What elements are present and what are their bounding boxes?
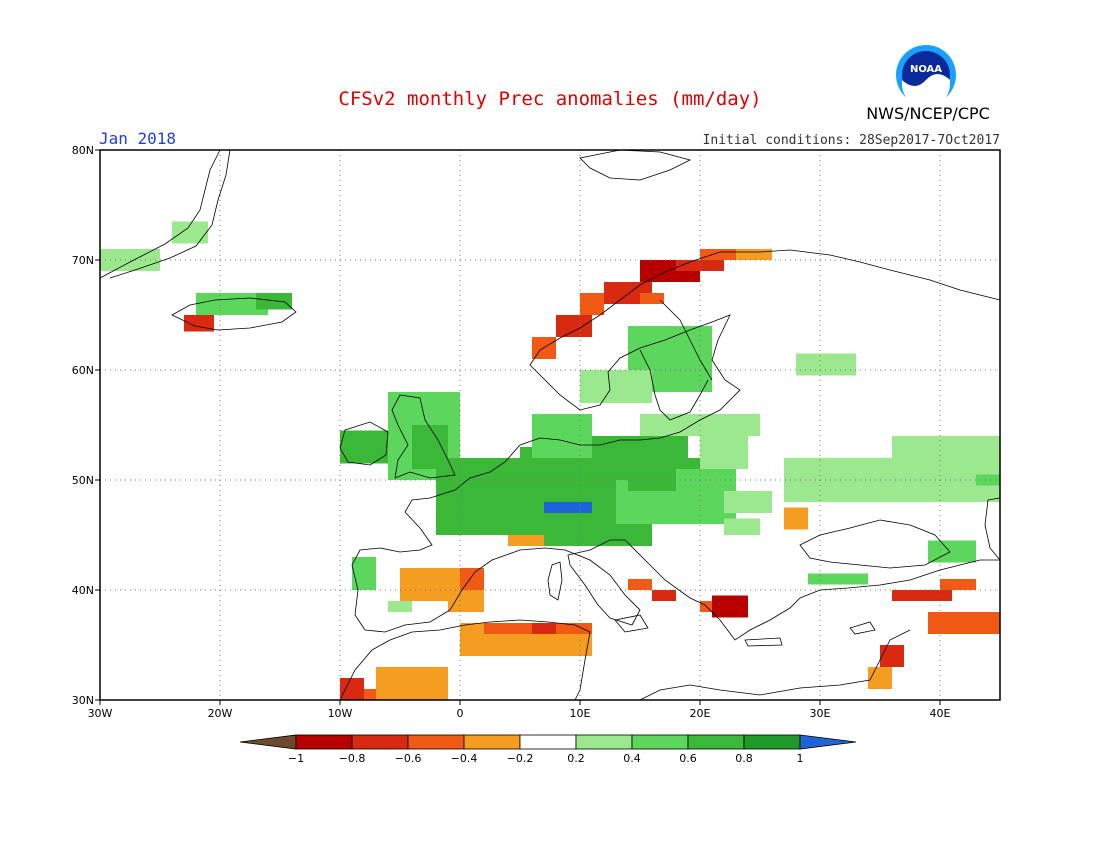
anomaly-cell	[172, 221, 208, 244]
crete-coast	[744, 637, 783, 647]
anomaly-cell	[532, 623, 556, 634]
colorbar-label: 0.4	[623, 752, 641, 765]
logo-text: NOAA	[910, 64, 942, 75]
colorbar-segment	[351, 734, 409, 750]
anomaly-cell	[724, 518, 760, 535]
noaa-logo-icon: NOAA	[896, 45, 956, 106]
colorbar-segment	[743, 734, 801, 750]
colorbar-label: 0.6	[679, 752, 697, 765]
anomaly-cell	[196, 293, 268, 315]
svalbard-coast	[579, 149, 692, 181]
longitude-tick-label: 20E	[690, 707, 711, 720]
colorbar-segment	[295, 734, 353, 750]
longitude-tick-label: 20W	[208, 707, 233, 720]
anomaly-cell	[868, 667, 892, 689]
anomaly-cell	[364, 689, 376, 700]
map-frame	[99, 149, 1001, 701]
anomaly-cell	[340, 430, 388, 464]
latitude-tick-label: 50N	[72, 474, 94, 487]
anomaly-cell	[700, 436, 748, 469]
ireland-coast	[339, 421, 389, 466]
anomaly-cell	[532, 414, 592, 458]
baltic-coast	[639, 349, 709, 421]
anomaly-cell	[256, 293, 292, 310]
anomaly-cell	[940, 579, 976, 590]
forecast-month: Jan 2018	[99, 129, 177, 148]
north-africa-coast	[339, 619, 591, 701]
longitude-tick-label: 0	[457, 707, 464, 720]
anomaly-cell	[976, 474, 1000, 486]
britain-coast	[391, 394, 456, 479]
colorbar-segment	[463, 734, 521, 750]
iceland-coast	[171, 297, 297, 331]
anomaly-cell	[712, 595, 748, 618]
anomaly-cell	[808, 573, 868, 585]
colorbar-label: −0.8	[339, 752, 366, 765]
sicily-coast	[614, 614, 649, 633]
anomaly-cell	[460, 568, 484, 590]
latitude-tick-label: 70N	[72, 254, 94, 267]
anomaly-cell	[892, 590, 952, 601]
anomaly-cell	[544, 502, 592, 513]
anomaly-cell	[928, 540, 976, 563]
mainland-coast	[351, 249, 1001, 641]
latitude-tick-label: 60N	[72, 364, 94, 377]
colorbar-segment	[687, 734, 745, 750]
anomaly-cell	[724, 491, 772, 513]
colorbar-segment	[799, 734, 857, 750]
colorbar-segment	[575, 734, 633, 750]
longitude-tick-label: 30E	[810, 707, 831, 720]
colorbar-label: −1	[288, 752, 304, 765]
longitude-tick-label: 10W	[328, 707, 353, 720]
longitude-tick-label: 10E	[570, 707, 591, 720]
colorbar-label: −0.2	[507, 752, 534, 765]
anomaly-cell	[376, 667, 448, 700]
caspian-sea-coast	[984, 497, 1001, 562]
colorbar-legend: −1 −0.8 −0.6 −0.4 −0.2 0.2 0.4 0.6 0.8 1	[239, 734, 857, 765]
longitude-tick-label: 30W	[88, 707, 113, 720]
anomaly-cell	[796, 353, 856, 376]
gulf-bothnia-coast	[659, 299, 713, 381]
organization-label: NWS/NCEP/CPC	[866, 104, 990, 123]
anomaly-cell	[556, 315, 592, 337]
latitude-tick-label: 30N	[72, 694, 94, 707]
colorbar-label: 1	[797, 752, 804, 765]
anomaly-cell	[580, 370, 652, 403]
anomaly-cell	[388, 601, 412, 612]
anomaly-cell	[352, 557, 376, 590]
anomaly-cell	[736, 249, 772, 260]
longitude-tick-label: 40E	[930, 707, 951, 720]
cyprus-coast	[849, 621, 876, 635]
libya-egypt-coast	[639, 629, 911, 701]
colorbar-segment	[407, 734, 465, 750]
anomaly-cell	[508, 535, 544, 546]
anomaly-cell	[580, 293, 604, 315]
colorbar-segment	[239, 734, 297, 750]
latitude-tick-label: 80N	[72, 144, 94, 157]
colorbar-label: 0.2	[567, 752, 585, 765]
map-title: CFSv2 monthly Prec anomalies (mm/day)	[338, 88, 762, 110]
colorbar-label: 0.8	[735, 752, 753, 765]
black-sea-coast	[799, 519, 951, 569]
anomaly-cell	[700, 249, 760, 260]
anomaly-cell	[640, 293, 664, 304]
initial-conditions: Initial conditions: 28Sep2017-7Oct2017	[702, 133, 1000, 148]
anomaly-cell	[652, 590, 676, 601]
latitude-tick-label: 40N	[72, 584, 94, 597]
colorbar-segment	[519, 734, 577, 750]
anomaly-cell	[628, 579, 652, 590]
anomaly-cell	[184, 315, 214, 332]
anomaly-cell	[340, 678, 364, 700]
anomaly-cell	[928, 612, 1000, 634]
anomaly-layer	[100, 221, 1000, 700]
anomaly-cell	[784, 507, 808, 530]
colorbar-label: −0.4	[451, 752, 478, 765]
anomaly-cell	[880, 645, 904, 667]
colorbar-label: −0.6	[395, 752, 422, 765]
corsica-sardinia-coast	[547, 561, 563, 601]
colorbar-segment	[631, 734, 689, 750]
